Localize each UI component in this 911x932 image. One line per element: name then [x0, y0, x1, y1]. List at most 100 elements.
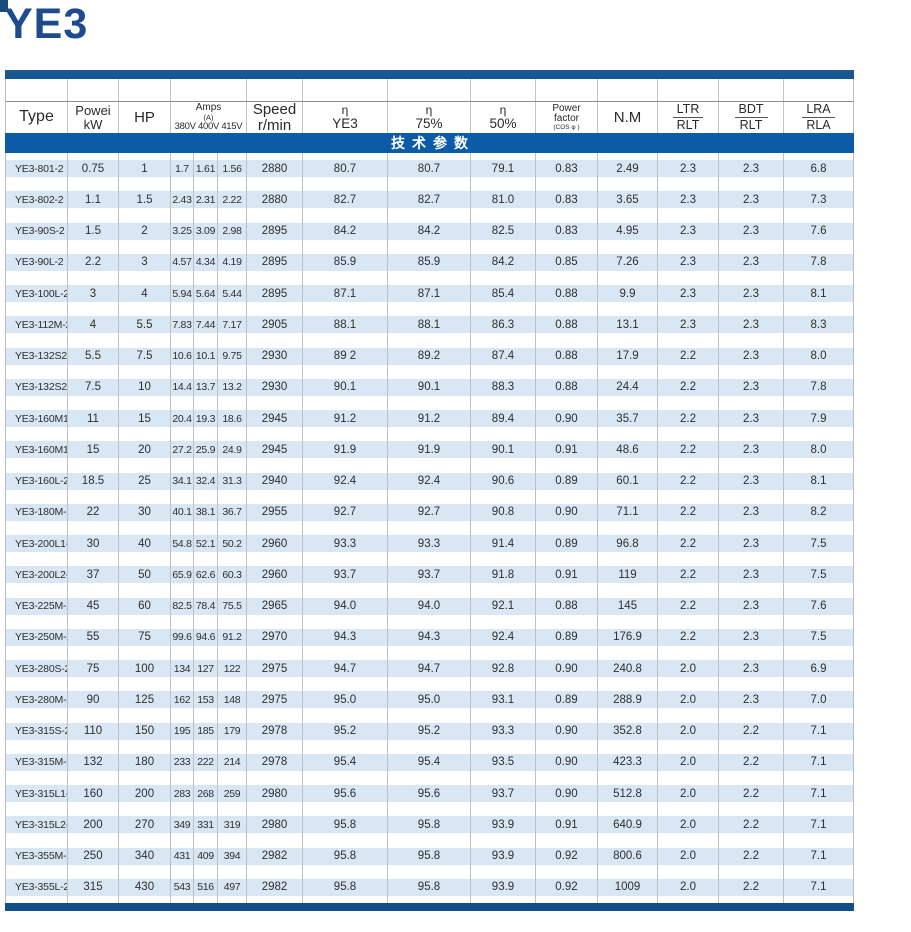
- cell-bdt-rlt: 2.2: [719, 746, 784, 778]
- cell-amps-415v: 497: [218, 871, 247, 903]
- cell-eta-50: 88.3: [471, 371, 536, 403]
- cell-type: YE3-132S2-2: [6, 371, 68, 403]
- cell-ltr-rlt: 2.0: [658, 715, 719, 747]
- cell-amps-380v: 431: [171, 840, 194, 872]
- cell-power-factor: 0.88: [536, 590, 598, 622]
- cell-amps-415v: 179: [218, 715, 247, 747]
- cell-lra-rla: 8.0: [784, 340, 853, 372]
- cell-kw: 315: [68, 871, 119, 903]
- cell-amps-380v: 283: [171, 778, 194, 810]
- spacer-cell: [119, 79, 171, 101]
- cell-eta-50: 93.9: [471, 840, 536, 872]
- cell-hp: 15: [119, 403, 171, 435]
- cell-amps-380v: 54.8: [171, 528, 194, 560]
- cell-type: YE3-280S-2: [6, 653, 68, 685]
- cell-eta-75: 94.0: [388, 590, 471, 622]
- cell-bdt-rlt: 2.3: [719, 403, 784, 435]
- cell-lra-rla: 8.0: [784, 434, 853, 466]
- cell-eta-ye3: 94.3: [303, 621, 388, 653]
- cell-nm: 7.26: [598, 246, 658, 278]
- cell-power-factor: 0.85: [536, 246, 598, 278]
- cell-ltr-rlt: 2.3: [658, 215, 719, 247]
- cell-amps-415v: 31.3: [218, 465, 247, 497]
- column-header-hp: HP: [119, 102, 171, 133]
- cell-amps-400v: 268: [194, 778, 218, 810]
- cell-speed: 2930: [247, 340, 303, 372]
- cell-amps-380v: 543: [171, 871, 194, 903]
- cell-eta-50: 92.8: [471, 653, 536, 685]
- cell-amps-415v: 9.75: [218, 340, 247, 372]
- cell-lra-rla: 8.1: [784, 465, 853, 497]
- cell-type: YE3-315S-2: [6, 715, 68, 747]
- cell-ltr-rlt: 2.3: [658, 309, 719, 341]
- table-row: YE3-132S2-27.51014.413.713.2293090.190.1…: [5, 371, 854, 403]
- cell-eta-50: 82.5: [471, 215, 536, 247]
- cell-speed: 2930: [247, 371, 303, 403]
- table-row: YE3-180M-2 22 30 40.1 38.1 36.7 2955 92.7 92.7 90…: [5, 496, 854, 528]
- cell-power-factor: 0.91: [536, 559, 598, 591]
- cell-lra-rla: 6.8: [784, 153, 853, 185]
- cell-eta-50: 85.4: [471, 278, 536, 310]
- cell-eta-ye3: 89 2: [303, 340, 388, 372]
- cell-eta-75: 94.3: [388, 621, 471, 653]
- cell-bdt-rlt: 2.3: [719, 246, 784, 278]
- cell-eta-ye3: 92.4: [303, 465, 388, 497]
- cell-kw: 2.2: [68, 246, 119, 278]
- cell-kw: 75: [68, 653, 119, 685]
- cell-eta-75: 93.3: [388, 528, 471, 560]
- header-line: RLT: [676, 118, 700, 132]
- cell-hp: 20: [119, 434, 171, 466]
- cell-speed: 2895: [247, 246, 303, 278]
- table-row: YE3-160M1-2152027.225.924.9294591.991.99…: [5, 434, 854, 466]
- cell-power-factor: 0.89: [536, 465, 598, 497]
- cell-eta-75: 85.9: [388, 246, 471, 278]
- page-title: YE3: [4, 0, 89, 48]
- cell-nm: 352.8: [598, 715, 658, 747]
- column-header-type: Type: [6, 102, 68, 133]
- cell-eta-50: 92.4: [471, 621, 536, 653]
- cell-bdt-rlt: 2.3: [719, 340, 784, 372]
- cell-amps-415v: 24.9: [218, 434, 247, 466]
- spacer-cell: [6, 79, 68, 101]
- cell-amps-415v: 2.22: [218, 184, 247, 216]
- cell-power-factor: 0.88: [536, 340, 598, 372]
- cell-lra-rla: 7.8: [784, 371, 853, 403]
- cell-amps-400v: 94.6: [194, 621, 218, 653]
- cell-type: YE3-355M-2: [6, 840, 68, 872]
- cell-lra-rla: 8.2: [784, 496, 853, 528]
- cell-amps-380v: 162: [171, 684, 194, 716]
- cell-hp: 10: [119, 371, 171, 403]
- spacer-cell: [719, 79, 784, 101]
- cell-nm: 60.1: [598, 465, 658, 497]
- cell-kw: 0.75: [68, 153, 119, 185]
- column-header-ltr-rlt: LTR RLT: [658, 102, 719, 133]
- cell-eta-ye3: 93.3: [303, 528, 388, 560]
- cell-ltr-rlt: 2.0: [658, 871, 719, 903]
- cell-kw: 5.5: [68, 340, 119, 372]
- spacer-cell: [171, 79, 247, 101]
- cell-eta-ye3: 94.0: [303, 590, 388, 622]
- cell-type: YE3-225M-2: [6, 590, 68, 622]
- cell-eta-ye3: 90.1: [303, 371, 388, 403]
- cell-type: YE3-315L2-2: [6, 809, 68, 841]
- cell-lra-rla: 7.5: [784, 621, 853, 653]
- column-header-eta-75: η 75%: [388, 102, 471, 133]
- cell-bdt-rlt: 2.3: [719, 653, 784, 685]
- cell-amps-400v: 52.1: [194, 528, 218, 560]
- cell-amps-400v: 3.09: [194, 215, 218, 247]
- cell-eta-75: 84.2: [388, 215, 471, 247]
- header-line: kW: [83, 116, 103, 132]
- table-row: YE3-802-2 1.1 1.5 2.43 2.31 2.22 2880 82.7 82.7 8…: [5, 184, 854, 216]
- cell-amps-415v: 60.3: [218, 559, 247, 591]
- column-header-eta-50: η 50%: [471, 102, 536, 133]
- cell-eta-75: 95.6: [388, 778, 471, 810]
- cell-ltr-rlt: 2.2: [658, 403, 719, 435]
- cell-amps-400v: 78.4: [194, 590, 218, 622]
- cell-bdt-rlt: 2.3: [719, 278, 784, 310]
- cell-kw: 132: [68, 746, 119, 778]
- cell-eta-ye3: 95.4: [303, 746, 388, 778]
- table-row: YE3-315L2-2200270349331319298095.895.893…: [5, 809, 854, 841]
- header-line: factor: [553, 113, 579, 125]
- cell-eta-ye3: 82.7: [303, 184, 388, 216]
- table-body: YE3-801-2 0.75 1 1.7 1.61 1.56 2880 80.7 80.7 79.…: [5, 153, 854, 903]
